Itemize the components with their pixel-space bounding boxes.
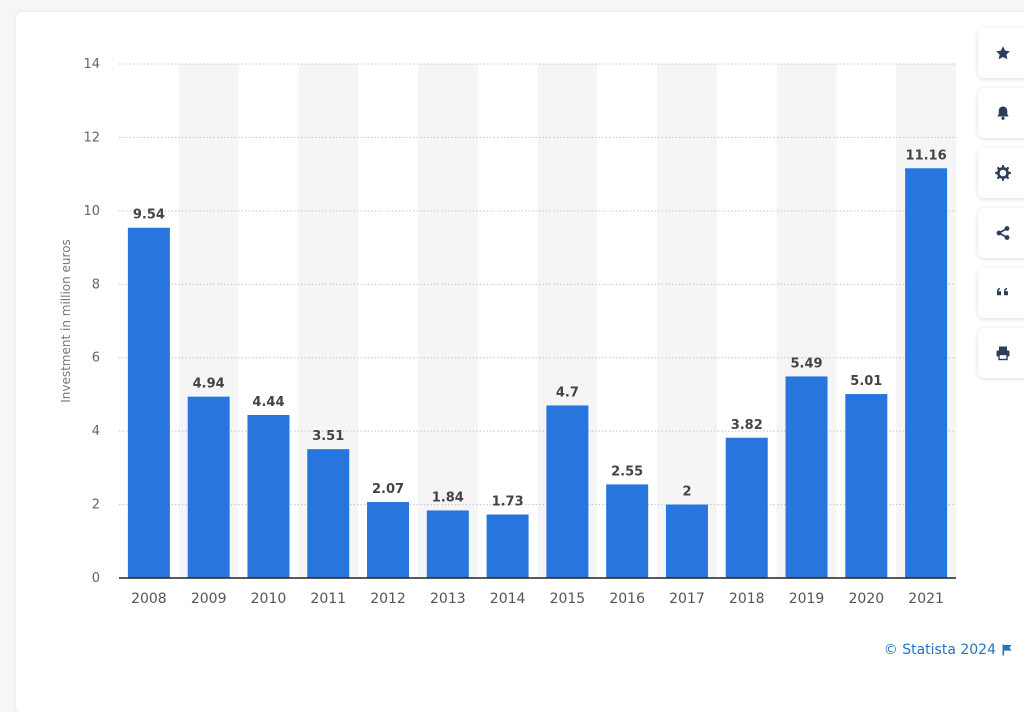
y-tick-label: 6 [92,351,100,366]
data-label: 5.01 [850,374,882,389]
x-tick-label: 2016 [609,591,645,607]
x-tick-label: 2014 [490,591,526,607]
star-icon [996,46,1010,60]
bar-series [127,168,948,579]
bell-icon [997,106,1009,120]
x-tick-label: 2021 [908,591,944,607]
x-axis-ticks: 2008 2009 2010 2011 2012 2013 2014 2015 2016 2017… [131,591,944,607]
print-button[interactable] [978,328,1024,378]
x-tick-label: 2009 [191,591,227,607]
bar [905,168,948,579]
data-label: 4.44 [252,395,284,410]
bar [785,376,828,578]
gear-icon [995,165,1011,181]
data-label: 1.73 [492,494,524,509]
bar [307,449,350,578]
share-button[interactable] [978,208,1024,258]
statista-credit[interactable]: © Statista 2024 [884,642,1012,658]
bar [486,514,529,578]
x-tick-label: 2018 [729,591,765,607]
favorite-button[interactable] [978,28,1024,78]
bar [187,396,230,578]
flag-icon[interactable] [1002,644,1012,656]
y-tick-label: 0 [92,571,100,586]
bar [725,437,768,578]
y-tick-label: 2 [92,498,100,513]
bar [367,502,410,578]
column-stripe [657,64,717,578]
data-label: 3.51 [312,429,344,444]
y-tick-label: 14 [83,57,100,72]
bar [845,394,888,578]
notification-button[interactable] [978,88,1024,138]
bar [426,510,469,578]
y-tick-label: 12 [83,130,100,145]
bar [127,227,170,578]
data-label: 2 [682,485,691,500]
x-tick-label: 2012 [370,591,406,607]
x-tick-label: 2020 [849,591,885,607]
x-tick-label: 2008 [131,591,167,607]
data-label: 5.49 [790,356,822,371]
bar [606,484,649,578]
credit-text[interactable]: © Statista 2024 [883,642,996,658]
x-tick-label: 2010 [251,591,287,607]
x-tick-label: 2017 [669,591,705,607]
cite-button[interactable] [978,268,1024,318]
data-label: 4.7 [556,385,579,400]
x-tick-label: 2011 [310,591,346,607]
quote-icon [997,287,1008,296]
y-tick-label: 10 [83,204,100,219]
x-tick-label: 2013 [430,591,466,607]
side-toolbar [978,28,1024,388]
share-icon [996,226,1010,240]
x-tick-label: 2019 [789,591,825,607]
bar [247,414,290,578]
bar [665,504,708,578]
data-label: 2.55 [611,464,643,479]
y-axis-label: Investment in million euros [59,239,73,403]
bar [546,405,589,578]
data-labels: 9.54 4.94 4.44 3.51 2.07 1.84 1.73 4.7 2.55 2 3.82… [133,148,947,509]
y-tick-label: 4 [92,424,100,439]
printer-icon [996,346,1010,361]
data-label: 11.16 [906,148,947,163]
y-axis-ticks: 0 2 4 6 8 10 12 14 [83,57,100,586]
data-label: 2.07 [372,482,404,497]
y-tick-label: 8 [92,277,100,292]
data-label: 9.54 [133,208,165,223]
data-label: 4.94 [193,377,225,392]
data-label: 3.82 [731,418,763,433]
column-stripe [417,64,478,578]
x-tick-label: 2015 [550,591,586,607]
data-label: 1.84 [432,490,464,505]
settings-button[interactable] [978,148,1024,198]
